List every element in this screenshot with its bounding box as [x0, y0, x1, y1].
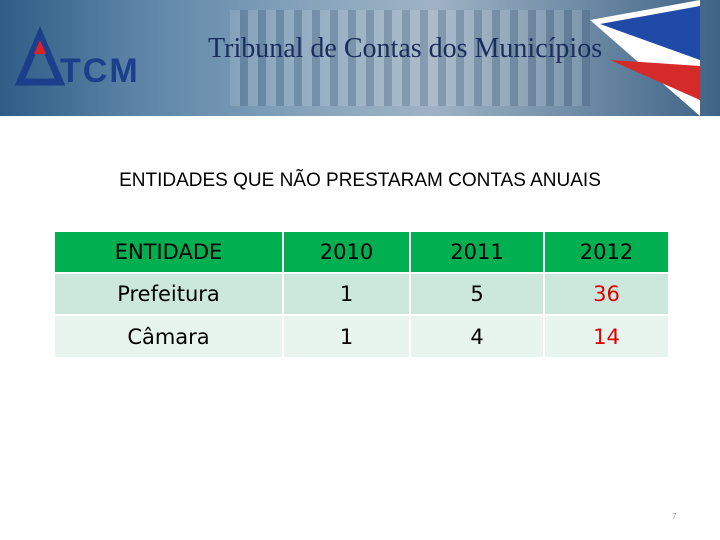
banner: TCM Tribunal de Contas dos Municípios — [0, 0, 720, 116]
header-cell: ENTIDADE — [53, 230, 283, 273]
banner-graphics — [14, 0, 700, 116]
table-row: Câmara 1 4 14 — [53, 314, 668, 357]
logo-triangle — [14, 26, 66, 86]
table-cell: 1 — [282, 272, 410, 315]
table-cell: Câmara — [53, 314, 283, 357]
flag-blue — [600, 6, 700, 60]
logo-mark — [34, 40, 46, 54]
header-cell: 2012 — [543, 230, 668, 273]
table-row: Prefeitura 1 5 36 — [53, 272, 668, 315]
header-cell: 2010 — [282, 230, 410, 273]
table-cell: 5 — [409, 272, 544, 315]
logo-text: TCM — [60, 52, 140, 90]
table-cell: 4 — [409, 314, 544, 357]
heading: ENTIDADES QUE NÃO PRESTARAM CONTAS ANUAI… — [119, 170, 601, 191]
table-cell: Prefeitura — [53, 272, 283, 315]
page-number: 7 — [672, 512, 677, 521]
flag-red — [610, 60, 700, 100]
header-cell: 2011 — [409, 230, 544, 273]
table-cell: 1 — [282, 314, 410, 357]
header-title: Tribunal de Contas dos Municípios — [208, 33, 603, 64]
table: ENTIDADE 2010 2011 2012 Prefeitura 1 5 36 Câmara… — [53, 230, 668, 357]
header-row: ENTIDADE 2010 2011 2012 — [53, 230, 668, 273]
table-cell: 36 — [543, 272, 668, 315]
building-image — [230, 10, 590, 106]
table-cell: 14 — [543, 314, 668, 357]
